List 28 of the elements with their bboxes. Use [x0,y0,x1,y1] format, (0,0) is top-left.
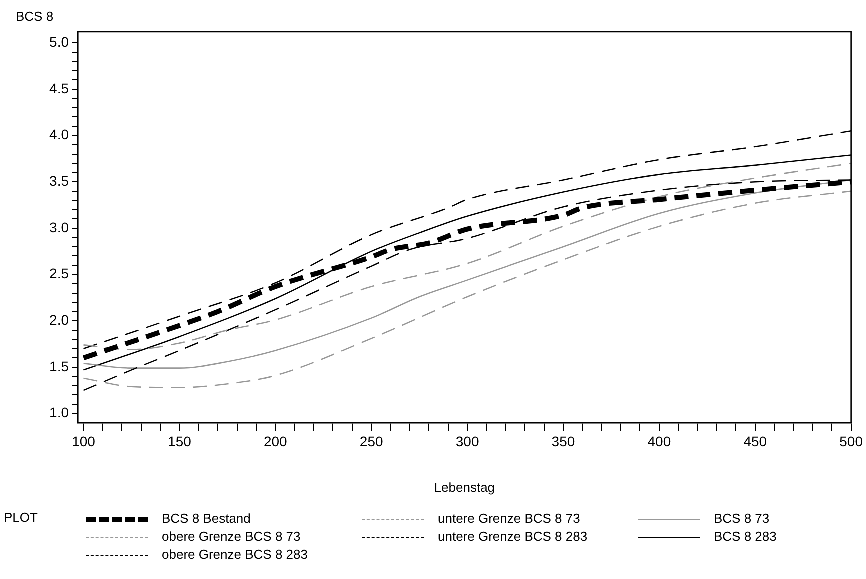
y-tick-label: 3.0 [50,219,70,236]
x-tick-label: 500 [840,433,864,450]
legend-label: BCS 8 Bestand [162,511,251,526]
y-tick-label: 1.0 [50,404,70,421]
y-tick-label: 4.0 [50,126,70,143]
y-tick-label: 2.0 [50,312,70,328]
y-tick-label: 2.5 [50,266,70,282]
legend-label: untere Grenze BCS 8 73 [438,511,580,526]
x-tick-label: 300 [456,433,480,450]
legend-label: untere Grenze BCS 8 283 [438,529,588,544]
legend-label: obere Grenze BCS 8 283 [162,547,308,562]
y-tick-label: 1.5 [50,358,70,374]
legend-label: BCS 8 283 [714,529,777,544]
x-tick-label: 400 [648,433,672,450]
x-tick-label: 200 [264,433,288,450]
x-tick-label: 100 [72,433,96,450]
x-axis-title: Lebenstag [434,480,496,495]
legend-title: PLOT [4,510,38,525]
y-tick-label: 5.0 [50,34,70,50]
x-tick-label: 450 [744,433,768,450]
x-tick-label: 250 [360,433,384,450]
y-axis-title: BCS 8 [16,9,54,24]
x-tick-label: 350 [552,433,576,450]
x-tick-label: 150 [168,433,192,450]
y-tick-label: 4.5 [50,80,70,96]
legend-label: obere Grenze BCS 8 73 [162,529,301,544]
legend-label: BCS 8 73 [714,511,770,526]
y-tick-label: 3.5 [50,172,70,189]
